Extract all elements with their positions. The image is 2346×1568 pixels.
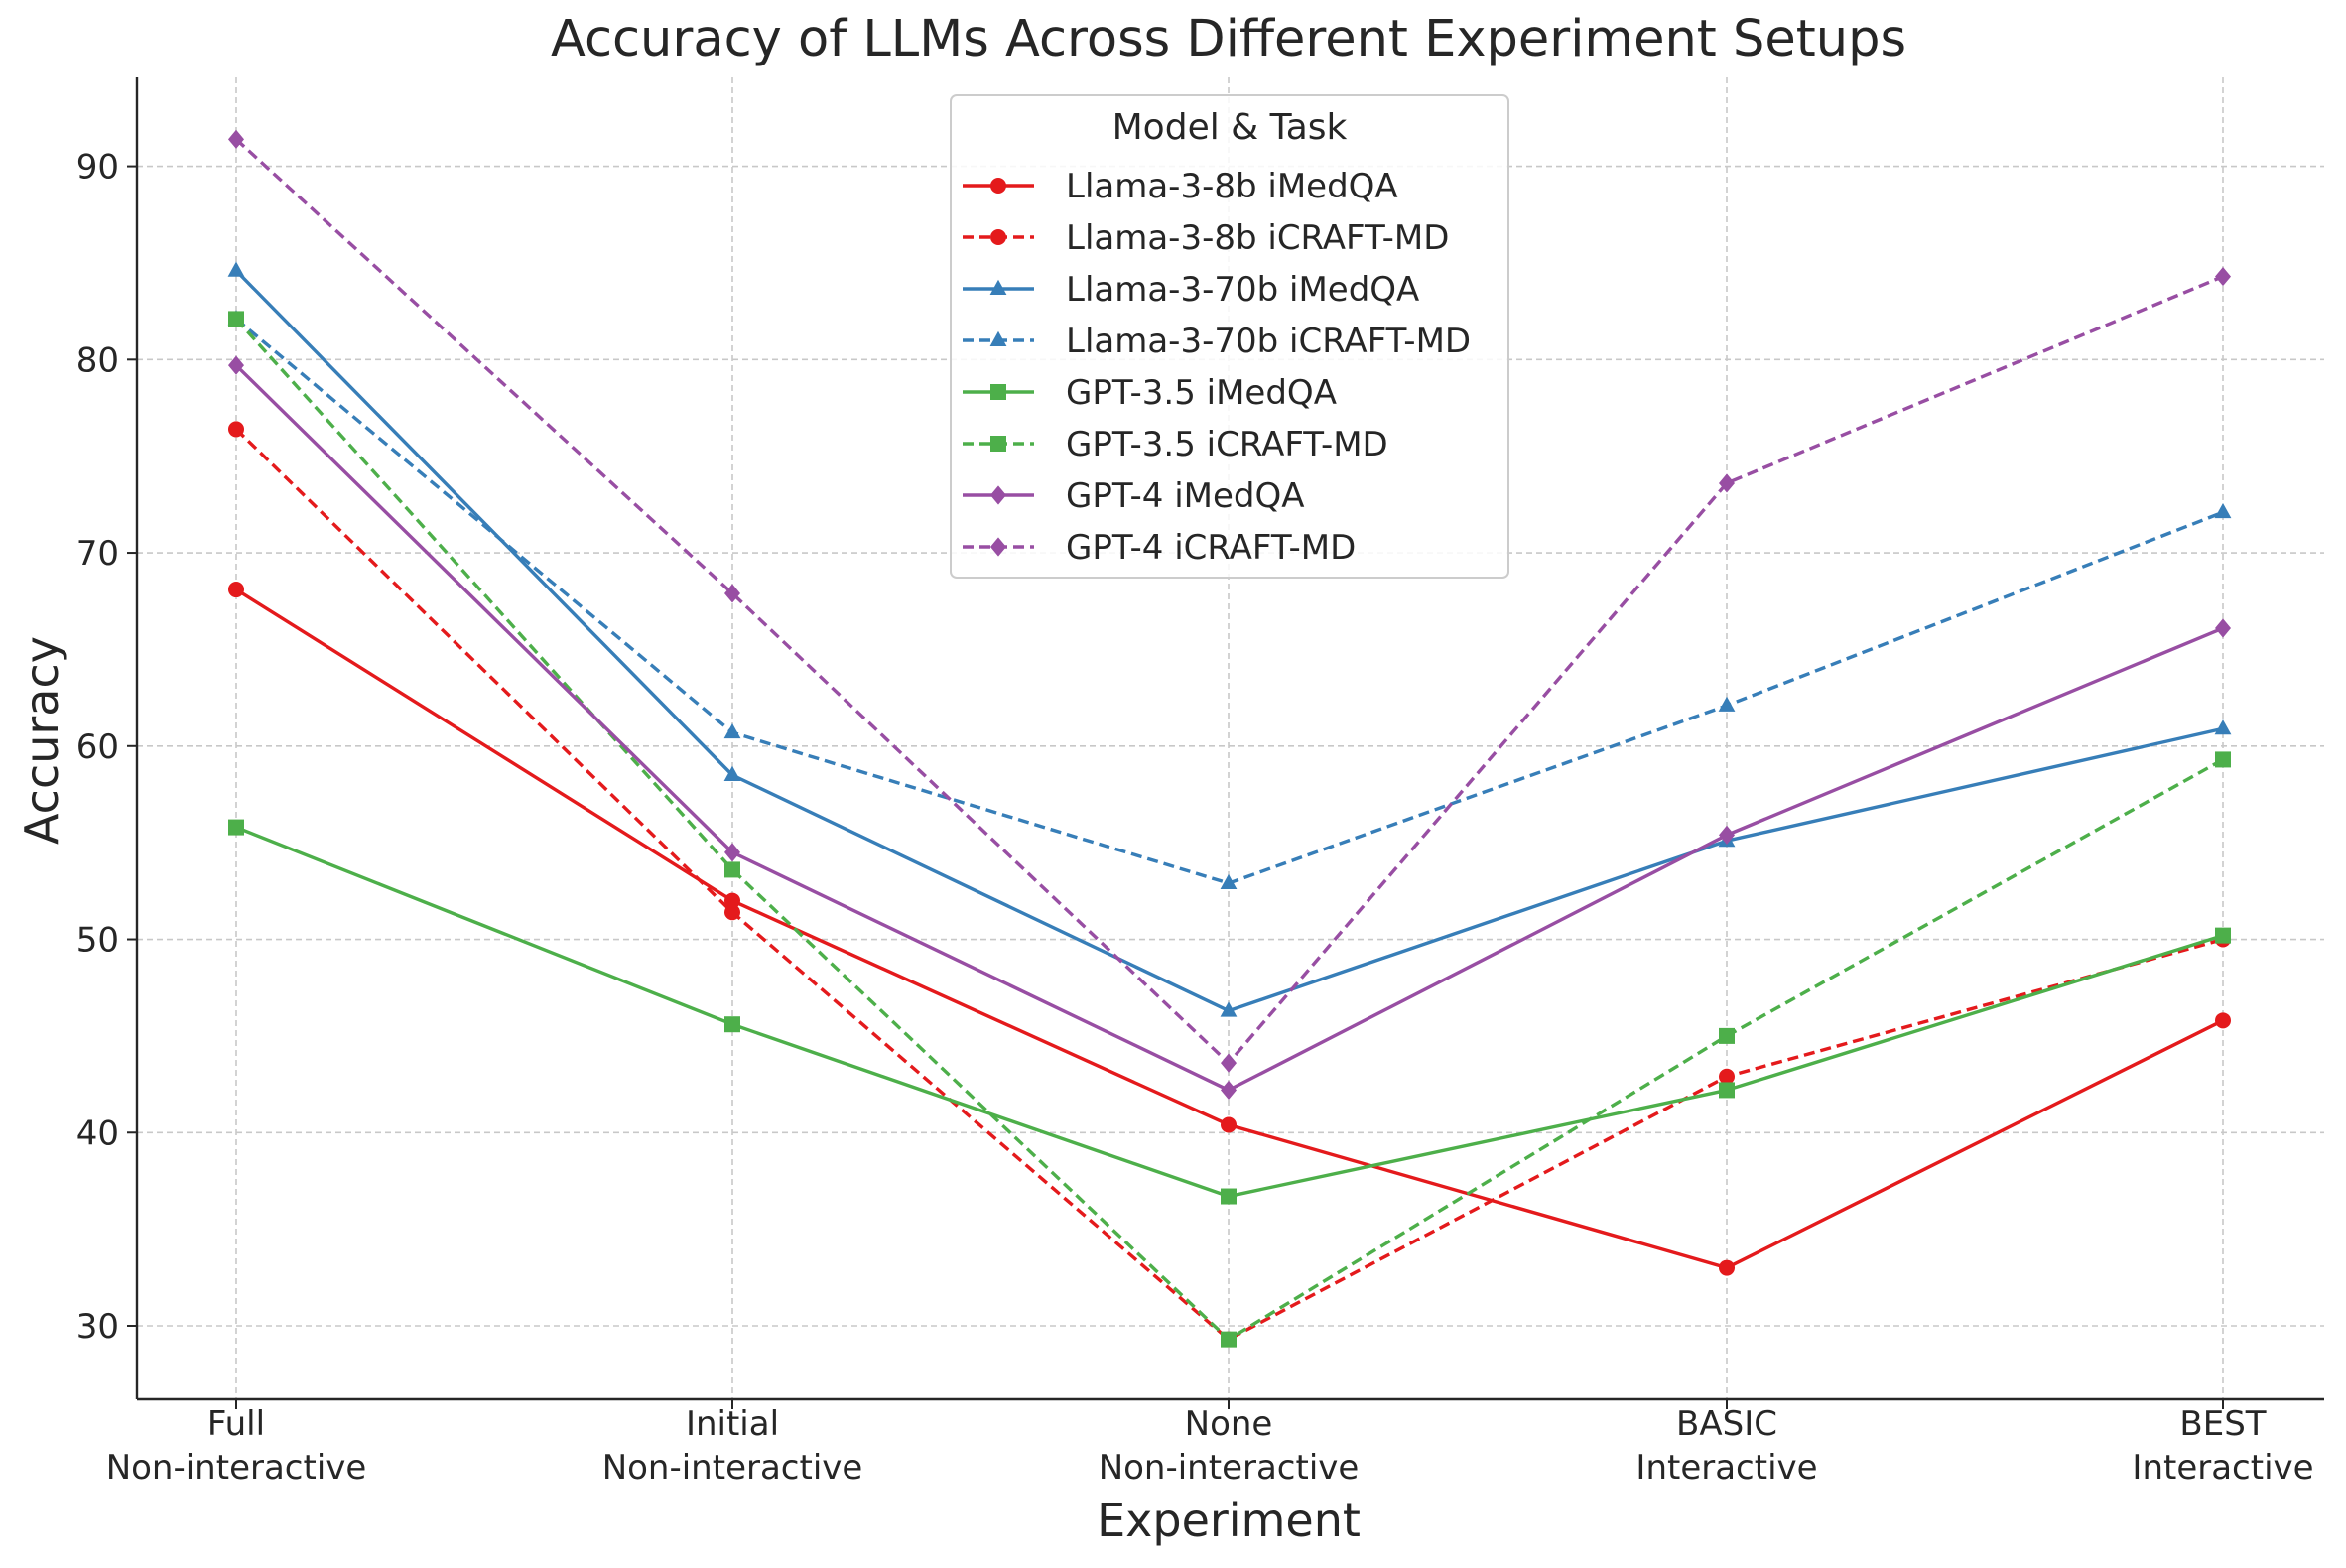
data-point — [724, 904, 740, 921]
data-point — [2215, 266, 2231, 287]
y-tick-label: 40 — [76, 1113, 119, 1153]
legend-marker — [990, 384, 1006, 400]
data-point — [228, 819, 244, 836]
x-tick-label: BEST — [2179, 1404, 2266, 1444]
data-point — [723, 722, 741, 739]
data-point — [724, 1016, 740, 1033]
legend-marker — [989, 279, 1007, 295]
series-gpt-4-imedqa — [228, 355, 2231, 1101]
legend-frame — [950, 94, 1509, 579]
legend-item: Llama-3-8b iMedQA — [963, 167, 1398, 206]
series-llama-3-8b-imedqa — [228, 582, 2231, 1276]
legend-label: Llama-3-8b iCRAFT-MD — [1066, 218, 1449, 258]
x-tick-label: Interactive — [1635, 1448, 1817, 1488]
legend-label: GPT-3.5 iMedQA — [1066, 373, 1337, 413]
legend-marker — [989, 330, 1007, 346]
legend-marker — [990, 485, 1006, 505]
series-gpt-4-icraft-md — [228, 129, 2231, 1073]
data-point — [2215, 927, 2231, 944]
data-point — [2214, 502, 2232, 519]
y-tick-label: 50 — [76, 921, 119, 961]
data-point — [228, 582, 244, 598]
legend-label: Llama-3-70b iMedQA — [1066, 270, 1419, 310]
data-point — [1719, 1259, 1735, 1276]
legend-label: Llama-3-70b iCRAFT-MD — [1066, 322, 1471, 361]
x-tick-label: Non-interactive — [106, 1448, 367, 1488]
legend-item: GPT-4 iMedQA — [963, 476, 1305, 516]
y-axis-label: Accuracy — [15, 636, 68, 845]
data-point — [724, 843, 740, 862]
axes: 30405060708090FullNon-interactiveInitial… — [76, 77, 2324, 1488]
data-point — [724, 892, 740, 909]
data-point — [1221, 1331, 1237, 1348]
legend-item: GPT-3.5 iMedQA — [963, 373, 1337, 413]
x-tick-label: Non-interactive — [1099, 1448, 1360, 1488]
data-point — [2215, 618, 2231, 638]
data-point — [1719, 1082, 1735, 1099]
data-point — [227, 261, 245, 277]
y-tick-label: 90 — [76, 148, 119, 188]
legend-item: Llama-3-70b iMedQA — [963, 270, 1419, 310]
legend-marker — [990, 178, 1006, 194]
chart-title: Accuracy of LLMs Across Different Experi… — [551, 10, 1906, 68]
data-point — [1221, 1053, 1237, 1073]
y-tick-label: 30 — [76, 1307, 119, 1347]
legend-label: GPT-4 iMedQA — [1066, 476, 1305, 516]
x-tick-label: Non-interactive — [602, 1448, 863, 1488]
x-tick-label: Interactive — [2132, 1448, 2313, 1488]
data-point — [1719, 473, 1735, 493]
x-tick-label: Full — [207, 1404, 265, 1444]
data-point — [724, 584, 740, 603]
data-point — [2215, 1012, 2231, 1029]
data-point — [228, 129, 244, 149]
x-tick-label: BASIC — [1676, 1404, 1777, 1444]
data-point — [723, 765, 741, 781]
series-line — [234, 428, 2224, 1342]
legend: Model & Task Llama-3-8b iMedQA Llama-3-8b … — [950, 94, 1509, 579]
x-tick-label: Initial — [686, 1404, 779, 1444]
data-point — [1719, 825, 1735, 845]
y-tick-label: 60 — [76, 727, 119, 767]
legend-marker — [990, 537, 1006, 557]
legend-title: Model & Task — [1112, 107, 1348, 148]
data-point — [1221, 1116, 1237, 1133]
x-tick-label: None — [1185, 1404, 1273, 1444]
legend-item: GPT-3.5 iCRAFT-MD — [963, 425, 1388, 464]
series-gpt-3-5-icraft-md — [228, 311, 2231, 1348]
data-point — [724, 861, 740, 878]
legend-label: GPT-4 iCRAFT-MD — [1066, 528, 1356, 568]
series-layer — [227, 129, 2232, 1348]
data-point — [1719, 1068, 1735, 1085]
legend-label: GPT-3.5 iCRAFT-MD — [1066, 425, 1388, 464]
data-point — [1221, 1080, 1237, 1101]
data-point — [2215, 751, 2231, 768]
legend-item: GPT-4 iCRAFT-MD — [963, 528, 1356, 568]
legend-item: Llama-3-70b iCRAFT-MD — [963, 322, 1471, 361]
data-point — [1220, 873, 1238, 890]
data-point — [228, 421, 244, 438]
y-tick-label: 70 — [76, 534, 119, 574]
data-point — [1220, 1001, 1238, 1017]
data-point — [1221, 1188, 1237, 1205]
series-line — [235, 588, 2224, 1270]
y-tick-label: 80 — [76, 340, 119, 380]
series-gpt-3-5-imedqa — [228, 819, 2231, 1205]
data-point — [228, 311, 244, 327]
data-point — [1718, 696, 1736, 712]
series-llama-3-8b-icraft-md — [228, 421, 2231, 1348]
legend-item: Llama-3-8b iCRAFT-MD — [963, 218, 1449, 258]
x-axis-label: Experiment — [1097, 1494, 1361, 1547]
data-point — [1719, 1027, 1735, 1044]
legend-label: Llama-3-8b iMedQA — [1066, 167, 1398, 206]
data-point — [2214, 719, 2232, 735]
data-point — [228, 355, 244, 375]
legend-marker — [990, 436, 1006, 452]
legend-marker — [990, 229, 1006, 245]
